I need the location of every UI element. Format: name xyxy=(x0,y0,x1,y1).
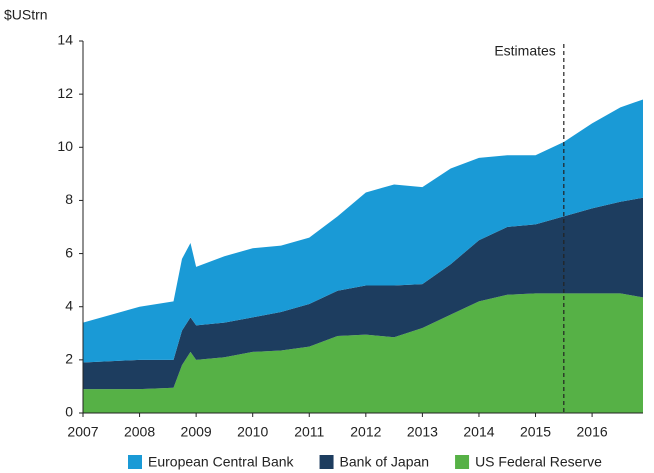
y-tick-label: 10 xyxy=(57,138,73,154)
y-tick-label: 2 xyxy=(65,351,73,367)
x-tick-label: 2011 xyxy=(294,424,324,440)
x-tick-label: 2012 xyxy=(350,424,381,440)
annotation-text: Estimates xyxy=(494,43,555,59)
x-tick-label: 2016 xyxy=(577,424,608,440)
legend-swatch xyxy=(128,455,142,469)
x-tick-label: 2015 xyxy=(520,424,551,440)
x-tick-label: 2007 xyxy=(67,424,98,440)
area xyxy=(83,99,643,363)
y-tick-label: 0 xyxy=(65,404,73,420)
x-tick-label: 2010 xyxy=(237,424,268,440)
y-tick-label: 6 xyxy=(65,244,73,260)
y-tick-label: 12 xyxy=(57,85,73,101)
x-tick-label: 2013 xyxy=(407,424,438,440)
x-tick-label: 2014 xyxy=(463,424,494,440)
x-tick-label: 2009 xyxy=(181,424,212,440)
legend-label: European Central Bank xyxy=(148,454,295,470)
y-tick-label: 8 xyxy=(65,191,73,207)
area xyxy=(83,197,643,390)
legend-label: US Federal Reserve xyxy=(475,454,602,470)
area xyxy=(83,293,643,413)
x-tick-label: 2008 xyxy=(124,424,155,440)
legend-swatch xyxy=(455,455,470,469)
y-tick-label: 4 xyxy=(65,297,73,313)
y-tick-label: 14 xyxy=(57,32,73,48)
legend-swatch xyxy=(319,455,334,469)
legend-label: Bank of Japan xyxy=(340,454,430,470)
y-axis-label: $UStrn xyxy=(4,7,48,23)
